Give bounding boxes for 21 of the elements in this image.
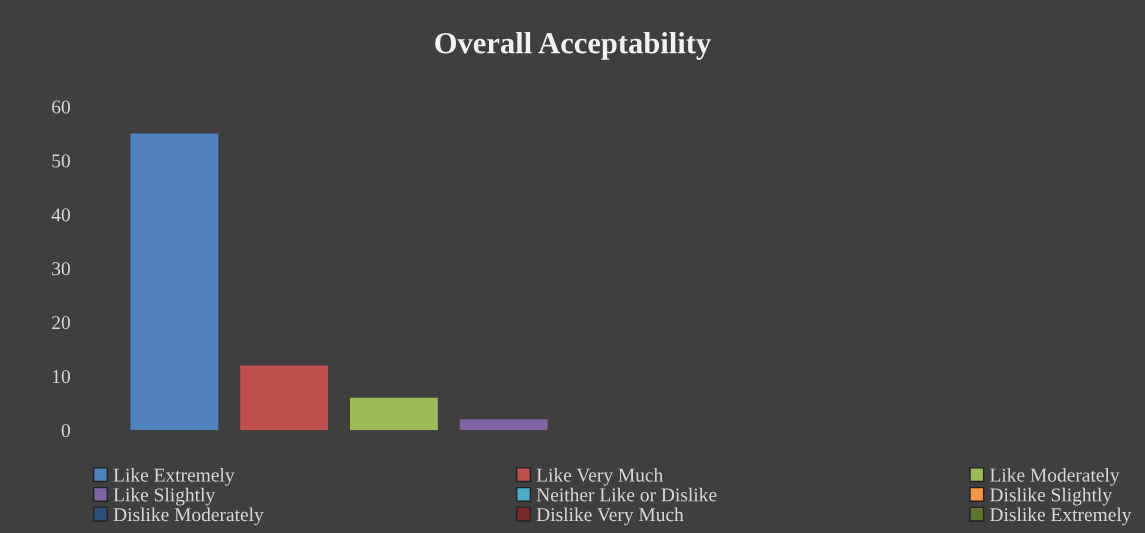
bar bbox=[350, 397, 438, 431]
y-tick-label: 30 bbox=[52, 262, 70, 276]
legend-label: Neither Like or Dislike bbox=[536, 487, 717, 502]
bar bbox=[240, 365, 329, 431]
y-tick-label: 10 bbox=[52, 370, 70, 384]
bar bbox=[459, 419, 548, 431]
legend-label: Like Slightly bbox=[113, 487, 216, 506]
y-tick-label: 20 bbox=[52, 316, 70, 330]
chart-title: Overall Acceptability bbox=[435, 31, 711, 60]
legend-label: Dislike Extremely bbox=[990, 507, 1132, 526]
y-tick-label: 60 bbox=[52, 100, 70, 114]
legend-label: Like Moderately bbox=[990, 468, 1120, 486]
legend-label: Like Extremely bbox=[113, 468, 235, 486]
legend-label: Like Very Much bbox=[536, 468, 663, 486]
y-tick-label: 40 bbox=[51, 208, 70, 222]
legend-label: Dislike Moderately bbox=[113, 507, 264, 526]
y-tick-label: 0 bbox=[61, 423, 70, 438]
y-tick-label: 50 bbox=[52, 154, 70, 168]
legend-label: Dislike Very Much bbox=[536, 507, 684, 526]
legend-label: Dislike Slightly bbox=[990, 487, 1113, 506]
bar bbox=[130, 133, 219, 431]
